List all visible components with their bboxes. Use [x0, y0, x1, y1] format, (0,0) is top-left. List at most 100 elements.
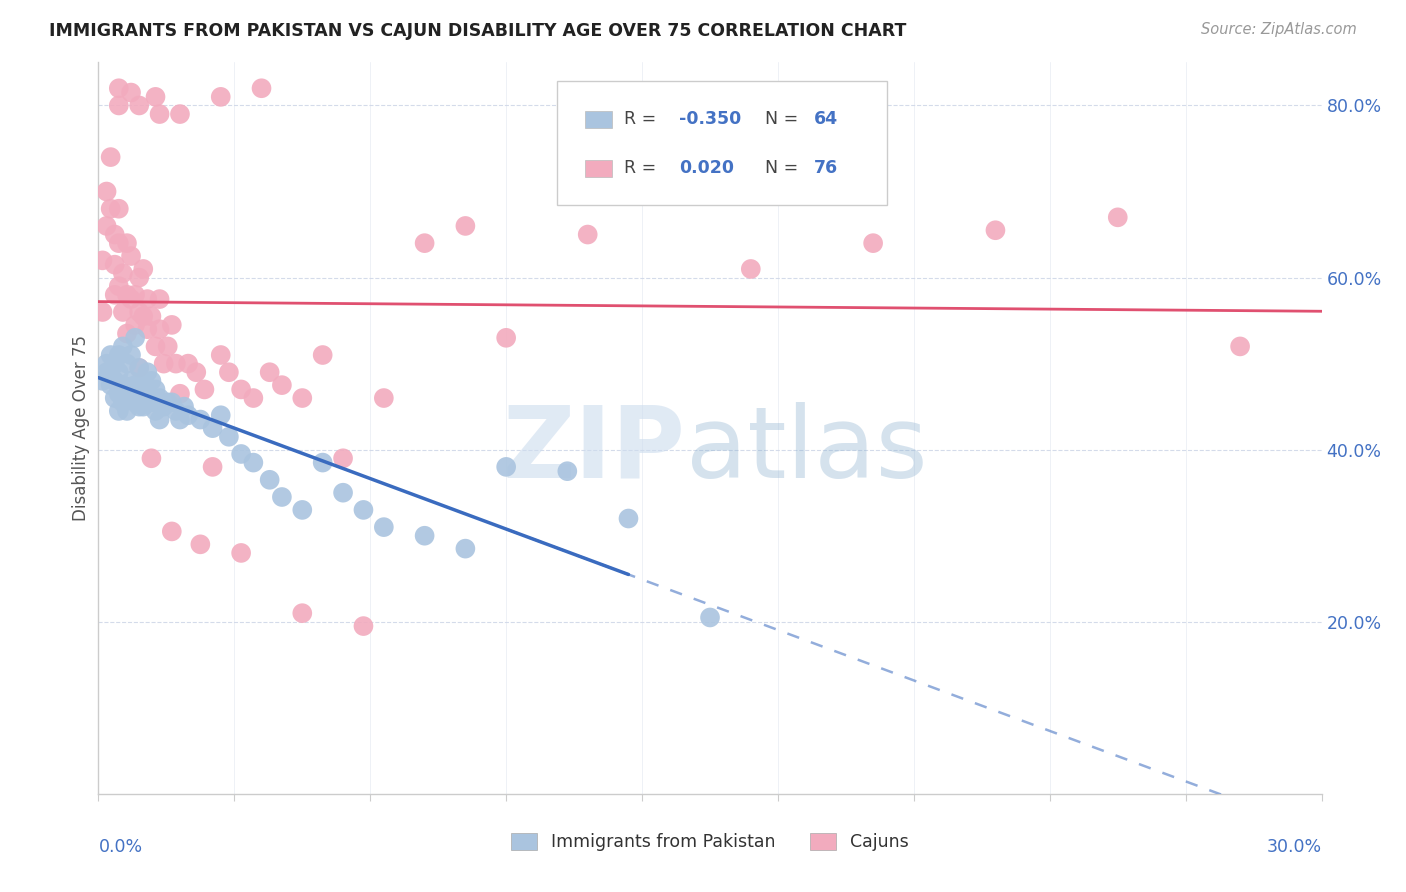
Point	[209, 90, 232, 104]
Point	[259, 365, 281, 379]
Point	[115, 357, 138, 371]
Point	[124, 395, 146, 409]
Point	[120, 86, 142, 100]
Point	[124, 378, 146, 392]
Point	[152, 400, 174, 414]
Point	[120, 249, 142, 263]
Point	[149, 107, 172, 121]
Point	[188, 537, 212, 551]
Point	[124, 287, 146, 301]
Point	[145, 339, 167, 353]
Point	[136, 292, 159, 306]
Point	[270, 378, 294, 392]
Point	[104, 391, 127, 405]
Point	[188, 412, 212, 426]
Point	[108, 386, 131, 401]
Text: N =: N =	[765, 111, 804, 128]
Point	[242, 456, 264, 470]
Point	[169, 107, 191, 121]
Point	[259, 473, 281, 487]
Point	[186, 365, 208, 379]
Text: 30.0%: 30.0%	[1267, 838, 1322, 855]
FancyBboxPatch shape	[585, 161, 612, 177]
Point	[96, 357, 118, 371]
Point	[124, 331, 146, 345]
Point	[373, 520, 395, 534]
Point	[91, 305, 114, 319]
Point	[136, 365, 159, 379]
Point	[120, 292, 142, 306]
Point	[115, 326, 138, 341]
Point	[96, 365, 118, 379]
Point	[173, 400, 195, 414]
Point	[201, 459, 224, 474]
Point	[413, 236, 436, 251]
Point	[1229, 339, 1251, 353]
Point	[555, 464, 579, 478]
Point	[111, 395, 134, 409]
Point	[115, 404, 138, 418]
Point	[104, 258, 127, 272]
Point	[352, 503, 374, 517]
Point	[108, 236, 131, 251]
Point	[136, 322, 159, 336]
FancyBboxPatch shape	[557, 81, 887, 205]
Text: 76: 76	[814, 160, 838, 178]
Point	[108, 279, 131, 293]
Text: -0.350: -0.350	[679, 111, 742, 128]
Point	[270, 490, 294, 504]
Point	[165, 357, 187, 371]
Point	[332, 485, 354, 500]
Point	[291, 606, 314, 620]
Point	[91, 253, 114, 268]
Point	[149, 412, 172, 426]
Point	[108, 348, 131, 362]
Point	[169, 386, 191, 401]
Point	[156, 339, 179, 353]
Point	[1107, 211, 1129, 225]
Point	[96, 219, 118, 233]
Point	[128, 305, 150, 319]
Point	[104, 374, 127, 388]
Point	[132, 400, 155, 414]
Point	[100, 378, 122, 392]
Point	[209, 409, 232, 423]
Point	[160, 395, 183, 409]
FancyBboxPatch shape	[585, 112, 612, 128]
Point	[136, 391, 159, 405]
Point	[984, 223, 1007, 237]
Text: Source: ZipAtlas.com: Source: ZipAtlas.com	[1201, 22, 1357, 37]
Point	[141, 451, 163, 466]
Point	[120, 374, 142, 388]
Point	[115, 383, 138, 397]
Point	[111, 305, 134, 319]
Point	[312, 348, 335, 362]
Y-axis label: Disability Age Over 75: Disability Age Over 75	[72, 335, 90, 521]
Point	[218, 430, 240, 444]
Point	[149, 292, 172, 306]
Point	[242, 391, 264, 405]
Point	[291, 503, 314, 517]
Point	[495, 331, 517, 345]
Point	[128, 98, 150, 112]
Point	[141, 395, 163, 409]
Point	[454, 541, 477, 556]
Text: 0.0%: 0.0%	[98, 838, 142, 855]
Point	[108, 81, 131, 95]
Point	[658, 185, 681, 199]
Point	[108, 202, 131, 216]
Point	[231, 447, 253, 461]
Point	[100, 150, 122, 164]
Point	[111, 378, 134, 392]
Point	[332, 451, 354, 466]
Text: R =: R =	[624, 111, 662, 128]
Point	[231, 383, 253, 397]
Point	[108, 365, 131, 379]
Point	[201, 421, 224, 435]
Point	[413, 529, 436, 543]
Point	[141, 310, 163, 324]
Point	[193, 383, 215, 397]
Point	[104, 287, 127, 301]
Point	[160, 318, 183, 332]
Text: ZIP: ZIP	[503, 401, 686, 499]
